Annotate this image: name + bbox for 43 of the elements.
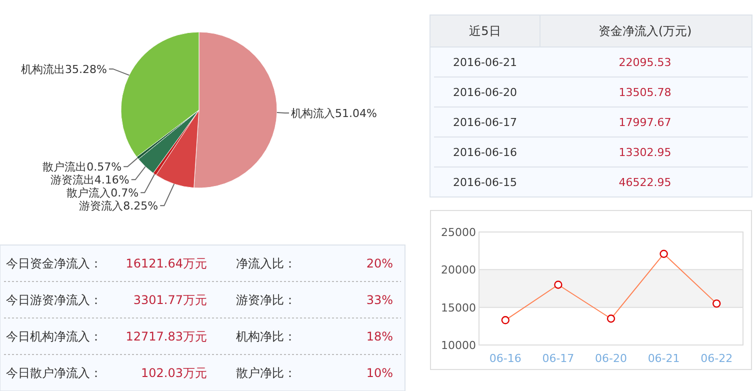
- text: 33%: [366, 292, 393, 307]
- text: 今日游资净流入：: [6, 292, 102, 307]
- text: 今日资金净流入：: [6, 256, 102, 270]
- text: 净流入比：: [236, 256, 296, 270]
- x-tick-label: 06-22: [700, 352, 733, 365]
- y-tick-label: 10000: [441, 339, 476, 352]
- text: 102.03万元: [141, 366, 207, 380]
- text: 2016-06-15: [453, 176, 517, 189]
- text: 18%: [366, 329, 393, 344]
- text: 2016-06-21: [453, 56, 517, 69]
- y-tick-label: 20000: [441, 264, 476, 277]
- category-label: 近5日: [469, 24, 501, 38]
- x-tick-label: 06-17: [542, 352, 574, 365]
- slice-label: 机构流出35.28%: [21, 62, 107, 76]
- text: 2016-06-20: [453, 86, 517, 99]
- x-tick-label: 06-16: [489, 352, 522, 365]
- text: 游资净比：: [236, 292, 296, 307]
- text: 今日散户净流入：: [6, 366, 102, 380]
- slice-label: 散户流入0.7%: [66, 186, 139, 200]
- text: 10%: [366, 366, 393, 380]
- text: 22095.53: [618, 56, 672, 69]
- y-tick-label: 25000: [441, 226, 476, 239]
- x-tick-label: 06-21: [648, 352, 680, 365]
- text: 12717.83万元: [126, 329, 207, 344]
- slice-label: 散户流出0.57%: [42, 160, 122, 174]
- category-label: 资金净流入(万元): [598, 24, 692, 38]
- slice-label: 游资流入8.25%: [79, 200, 158, 213]
- y-tick-label: 15000: [441, 301, 476, 314]
- text: 13302.95: [618, 146, 672, 159]
- slice-label: 机构流入51.04%: [291, 107, 377, 120]
- text: 3301.77万元: [133, 292, 207, 307]
- text: 散户净比：: [236, 366, 296, 380]
- text: 2016-06-17: [453, 116, 517, 129]
- text: 2016-06-16: [453, 146, 517, 159]
- x-tick-label: 06-20: [595, 352, 627, 365]
- text: 17997.67: [618, 116, 672, 129]
- text: 今日机构净流入：: [6, 329, 102, 344]
- text: 13505.78: [618, 86, 672, 99]
- text: 46522.95: [618, 176, 672, 189]
- text: 20%: [366, 256, 393, 270]
- slice-label: 游资流出4.16%: [50, 174, 130, 187]
- text: 机构净比：: [236, 329, 296, 344]
- text: 16121.64万元: [126, 256, 207, 270]
